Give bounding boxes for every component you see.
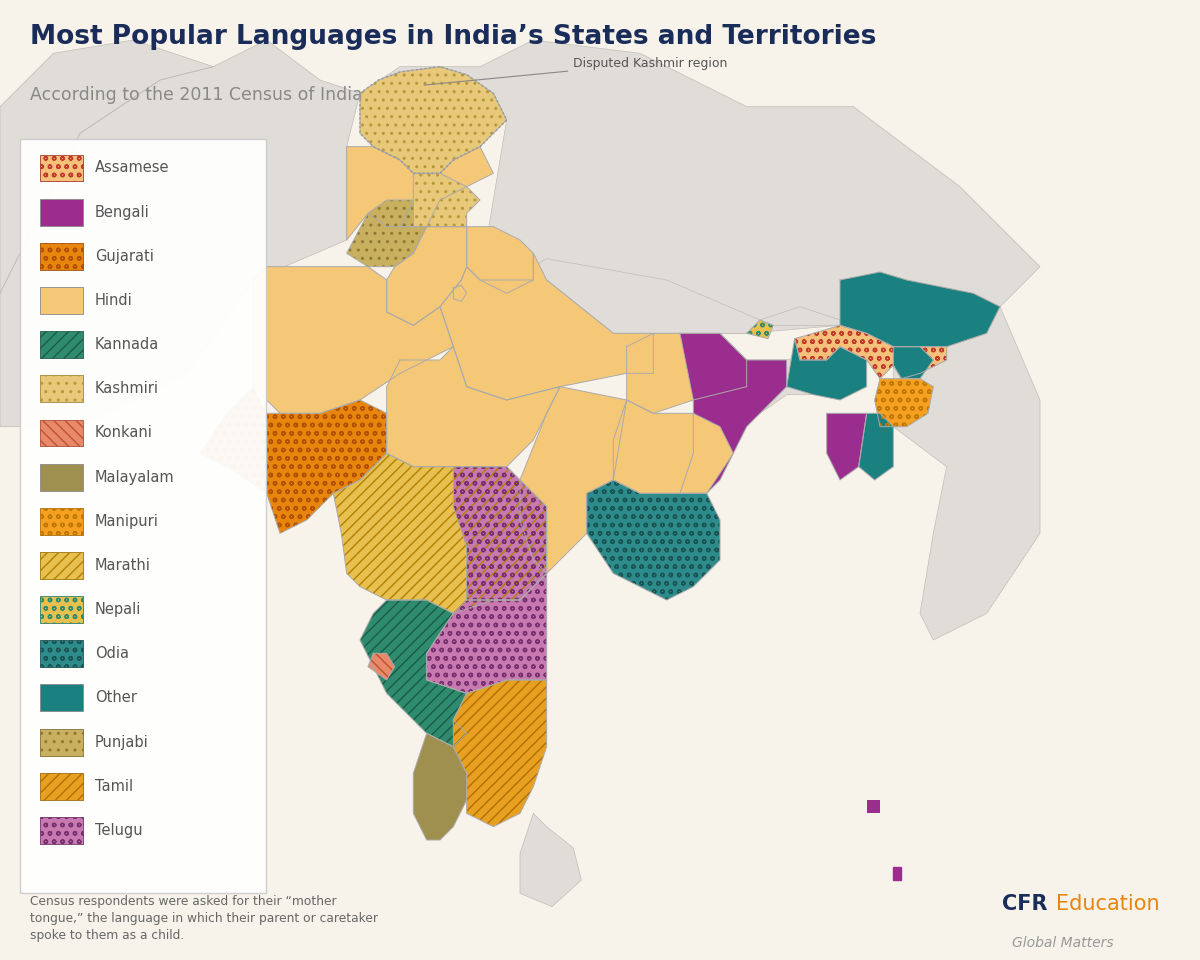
FancyBboxPatch shape	[40, 375, 83, 402]
Polygon shape	[413, 733, 467, 840]
Text: Most Popular Languages in India’s States and Territories: Most Popular Languages in India’s States…	[30, 24, 876, 50]
Polygon shape	[334, 453, 547, 613]
FancyBboxPatch shape	[40, 287, 83, 314]
Polygon shape	[587, 480, 720, 600]
Polygon shape	[893, 347, 934, 378]
FancyBboxPatch shape	[40, 729, 83, 756]
Text: Konkani: Konkani	[95, 425, 152, 441]
Polygon shape	[454, 680, 547, 827]
Text: Tamil: Tamil	[95, 779, 133, 794]
Polygon shape	[866, 800, 880, 813]
Text: Gujarati: Gujarati	[95, 249, 154, 264]
Polygon shape	[467, 227, 533, 294]
FancyBboxPatch shape	[40, 552, 83, 579]
Polygon shape	[440, 253, 653, 400]
Polygon shape	[794, 325, 947, 378]
Polygon shape	[360, 600, 467, 747]
Polygon shape	[760, 306, 840, 325]
Text: Nepali: Nepali	[95, 602, 142, 617]
Polygon shape	[0, 40, 214, 294]
Polygon shape	[253, 267, 454, 414]
Text: Hindi: Hindi	[95, 293, 132, 308]
Polygon shape	[533, 258, 760, 333]
Polygon shape	[400, 174, 480, 227]
Polygon shape	[626, 333, 746, 414]
FancyBboxPatch shape	[40, 464, 83, 491]
Polygon shape	[787, 339, 866, 400]
Text: CFR: CFR	[1002, 894, 1048, 914]
Text: Odia: Odia	[95, 646, 128, 661]
Polygon shape	[360, 40, 1040, 347]
Polygon shape	[746, 347, 840, 414]
Polygon shape	[840, 272, 1000, 347]
FancyBboxPatch shape	[40, 155, 83, 181]
Text: Malayalam: Malayalam	[95, 469, 174, 485]
FancyBboxPatch shape	[40, 420, 83, 446]
Polygon shape	[347, 200, 427, 267]
Text: Kannada: Kannada	[95, 337, 160, 352]
Polygon shape	[613, 400, 733, 493]
Text: Telugu: Telugu	[95, 823, 143, 838]
Polygon shape	[893, 306, 1040, 640]
Polygon shape	[454, 285, 467, 301]
Polygon shape	[827, 414, 866, 480]
Polygon shape	[520, 813, 581, 906]
Polygon shape	[386, 227, 467, 325]
Polygon shape	[427, 573, 547, 693]
Polygon shape	[875, 378, 934, 426]
FancyBboxPatch shape	[40, 596, 83, 623]
Polygon shape	[0, 40, 360, 426]
Text: Education: Education	[1056, 894, 1159, 914]
FancyBboxPatch shape	[40, 508, 83, 535]
Polygon shape	[200, 387, 386, 534]
Polygon shape	[386, 347, 560, 467]
Text: Assamese: Assamese	[95, 160, 169, 176]
Polygon shape	[893, 867, 901, 880]
Text: Global Matters: Global Matters	[1012, 936, 1114, 950]
Polygon shape	[347, 147, 493, 240]
Polygon shape	[746, 320, 773, 339]
FancyBboxPatch shape	[40, 640, 83, 667]
Polygon shape	[520, 387, 626, 573]
Text: Punjabi: Punjabi	[95, 734, 149, 750]
Polygon shape	[859, 414, 893, 480]
Text: According to the 2011 Census of India: According to the 2011 Census of India	[30, 86, 362, 105]
FancyBboxPatch shape	[40, 199, 83, 226]
FancyBboxPatch shape	[40, 684, 83, 711]
Polygon shape	[360, 66, 506, 174]
FancyBboxPatch shape	[40, 243, 83, 270]
Text: Kashmiri: Kashmiri	[95, 381, 158, 396]
Text: Marathi: Marathi	[95, 558, 151, 573]
FancyBboxPatch shape	[40, 773, 83, 800]
Polygon shape	[368, 654, 395, 680]
Text: Bengali: Bengali	[95, 204, 150, 220]
Text: Disputed Kashmir region: Disputed Kashmir region	[424, 57, 727, 85]
FancyBboxPatch shape	[20, 139, 266, 893]
FancyBboxPatch shape	[40, 331, 83, 358]
Text: Other: Other	[95, 690, 137, 706]
Text: Census respondents were asked for their “mother
tongue,” the language in which t: Census respondents were asked for their …	[30, 895, 378, 942]
Polygon shape	[454, 467, 547, 600]
FancyBboxPatch shape	[40, 817, 83, 844]
Text: Manipuri: Manipuri	[95, 514, 158, 529]
Polygon shape	[680, 333, 787, 493]
